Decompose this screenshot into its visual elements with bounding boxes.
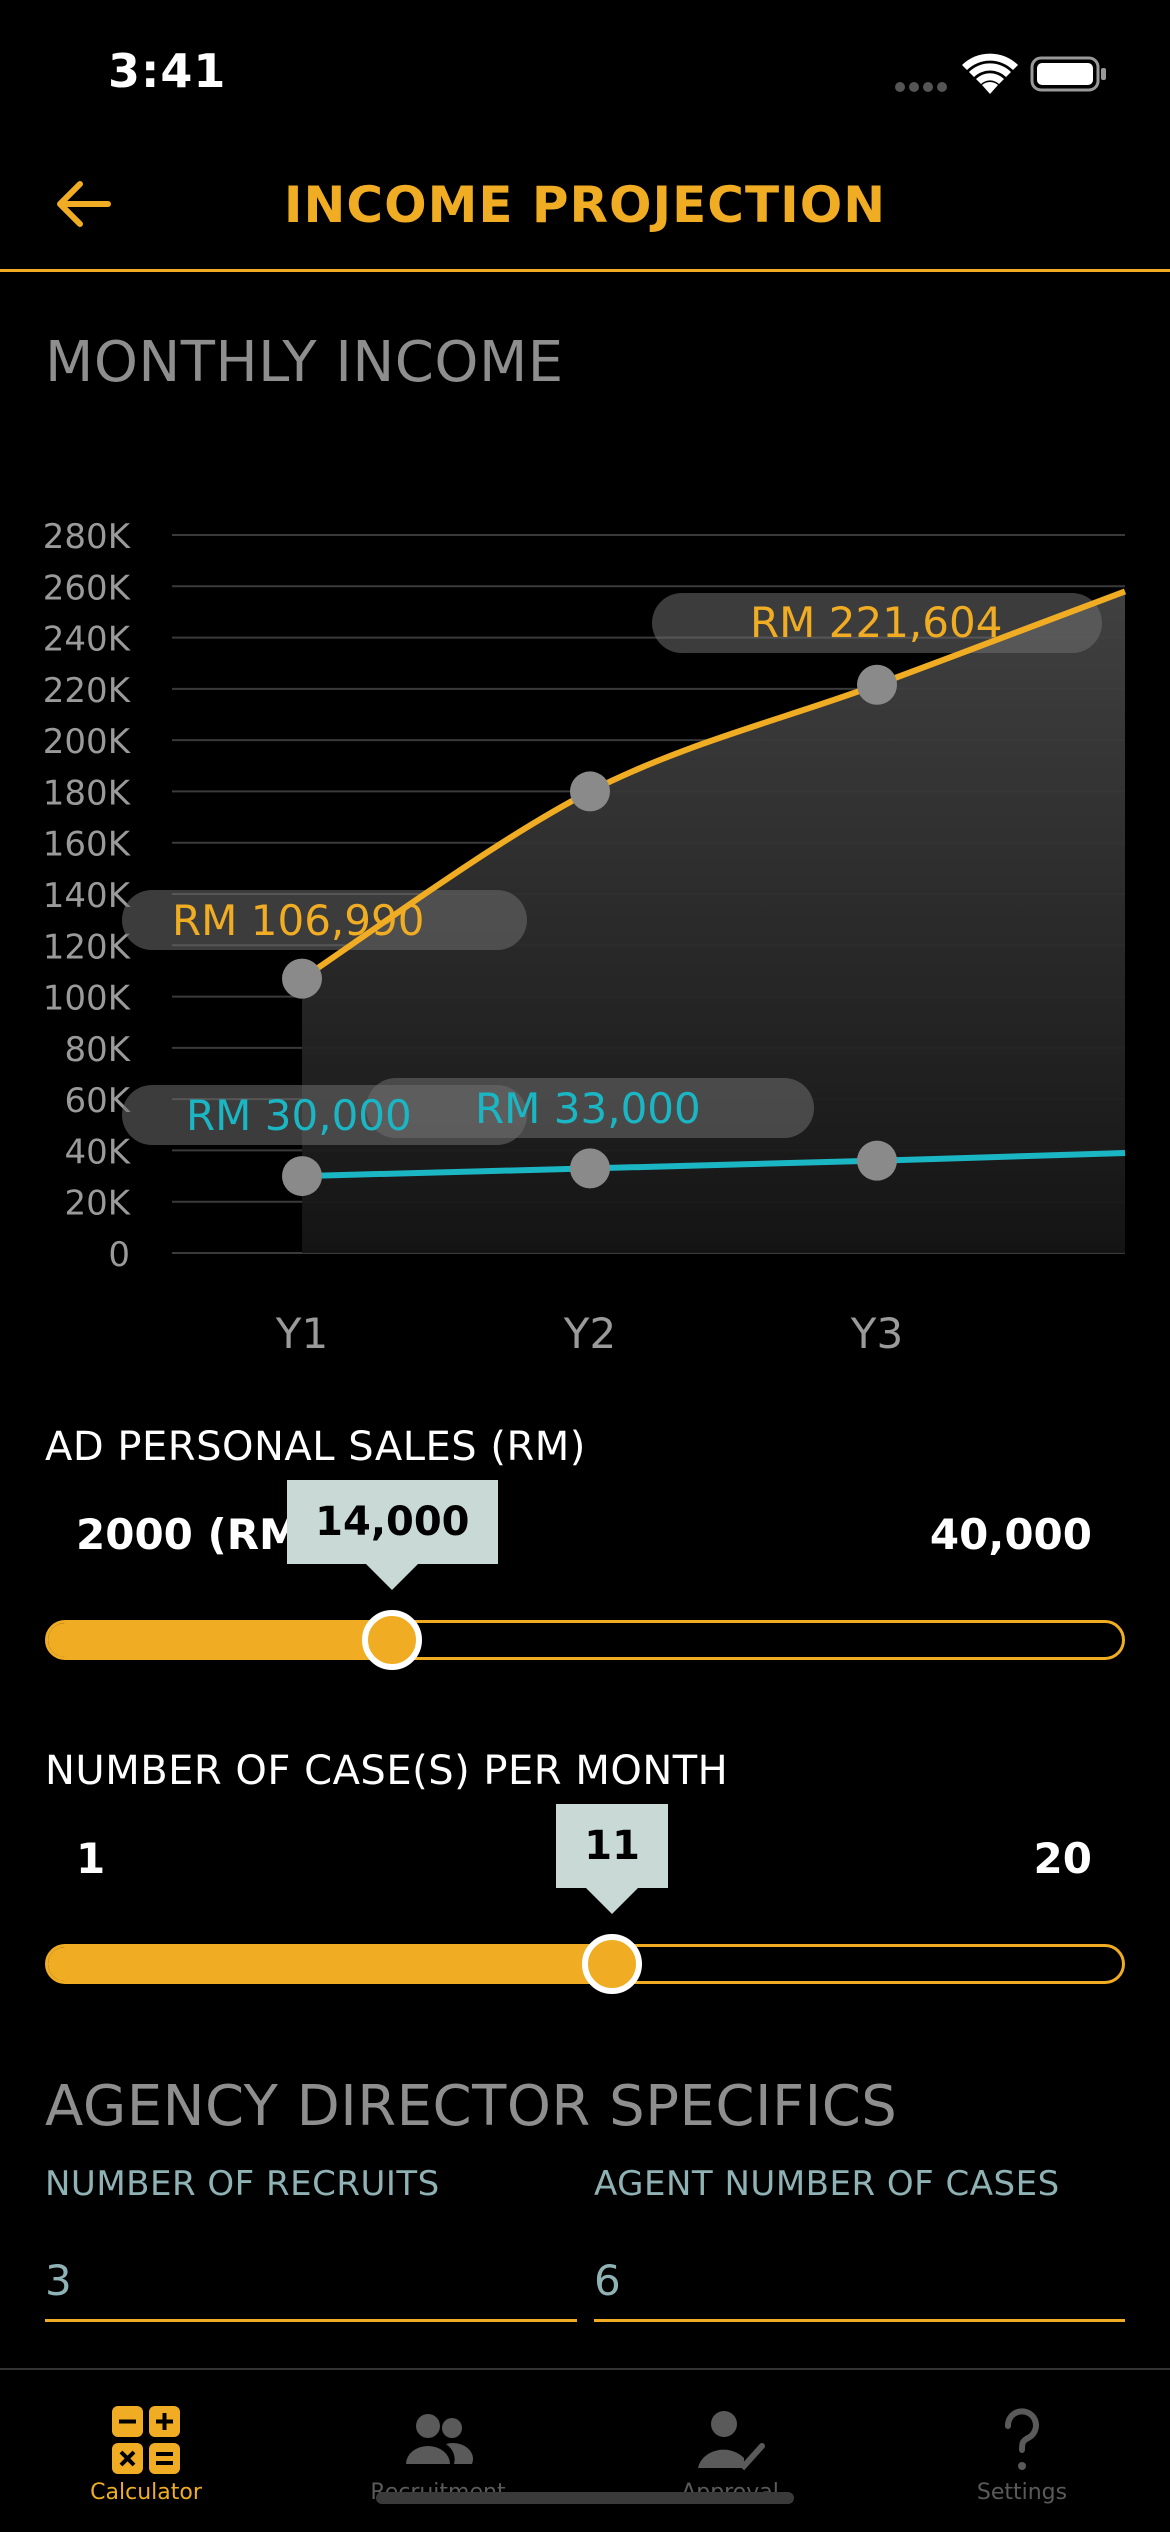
gold-series-point bbox=[570, 771, 610, 812]
approval-icon bbox=[698, 2411, 765, 2471]
nav-bar: INCOME PROJECTION bbox=[0, 140, 1170, 272]
personal-sales-slider-fill bbox=[48, 1623, 396, 1657]
data-label-y1-teal: RM 30,000 bbox=[186, 1091, 412, 1140]
calculator-icon bbox=[112, 2406, 180, 2474]
x-tick-label: Y1 bbox=[275, 1309, 328, 1358]
x-tick-label: Y3 bbox=[850, 1309, 903, 1358]
wifi-icon bbox=[962, 53, 1018, 94]
label-pill-y2-teal bbox=[366, 1078, 814, 1138]
signal-icon bbox=[895, 82, 947, 92]
y-tick-label: 100K bbox=[43, 979, 132, 1019]
y-tick-label: 200K bbox=[43, 722, 132, 762]
tab-label: Calculator bbox=[90, 2480, 202, 2505]
y-tick-label: 60K bbox=[64, 1081, 131, 1121]
people-icon bbox=[406, 2414, 474, 2464]
teal-series-point bbox=[570, 1148, 610, 1189]
recruits-label: NUMBER OF RECRUITS bbox=[45, 2164, 440, 2204]
label-pill-y3-gold bbox=[652, 593, 1102, 653]
y-tick-label: 120K bbox=[43, 927, 132, 967]
data-label-y2-teal: RM 33,000 bbox=[475, 1084, 701, 1133]
y-tick-label: 240K bbox=[43, 620, 132, 660]
teal-series-point bbox=[857, 1140, 897, 1181]
y-tick-label: 220K bbox=[43, 671, 132, 711]
tab-settings[interactable]: Settings bbox=[876, 2370, 1168, 2532]
agent-cases-label: AGENT NUMBER OF CASES bbox=[594, 2164, 1060, 2204]
monthly-income-title: MONTHLY INCOME bbox=[45, 330, 564, 395]
teal-series-line bbox=[301, 1149, 1126, 1180]
gold-series-point bbox=[282, 958, 322, 999]
status-icons bbox=[895, 53, 1106, 94]
y-tick-label: 180K bbox=[43, 773, 132, 813]
y-tick-label: 160K bbox=[43, 825, 132, 865]
y-tick-label: 80K bbox=[64, 1030, 131, 1070]
y-tick-label: 20K bbox=[64, 1184, 131, 1224]
income-chart-svg: 280K 260K 240K 220K 200K 180K 160K 140K 120K 100K… bbox=[43, 517, 1127, 1358]
personal-sales-min: 2000 (RM) bbox=[76, 1510, 321, 1559]
y-tick-label: 40K bbox=[64, 1132, 131, 1172]
data-label-y1-gold: RM 106,990 bbox=[172, 896, 424, 945]
x-tick-label: Y2 bbox=[563, 1309, 616, 1358]
cases-max: 20 bbox=[1033, 1834, 1092, 1883]
y-tick-label: 260K bbox=[43, 568, 132, 608]
tab-recruitment[interactable]: Recruitment bbox=[292, 2370, 584, 2532]
label-pill-y1-gold bbox=[122, 890, 527, 950]
status-time: 3:41 bbox=[108, 44, 227, 98]
personal-sales-slider[interactable] bbox=[45, 1620, 1125, 1660]
personal-sales-label: AD PERSONAL SALES (RM) bbox=[45, 1424, 586, 1470]
home-indicator bbox=[376, 2492, 794, 2504]
status-bar: 3:41 bbox=[0, 0, 1170, 140]
y-tick-label: 140K bbox=[43, 876, 132, 916]
teal-series-point bbox=[282, 1156, 322, 1197]
y-tick-label: 0 bbox=[108, 1235, 130, 1275]
tab-bar: Calculator Recruitment Approval Settings bbox=[0, 2368, 1170, 2532]
personal-sales-value-tooltip: 14,000 bbox=[287, 1480, 498, 1590]
cases-slider-fill bbox=[48, 1947, 616, 1981]
cases-value-tooltip: 11 bbox=[556, 1804, 668, 1914]
tab-approval[interactable]: Approval bbox=[584, 2370, 876, 2532]
gold-series-point bbox=[857, 664, 897, 705]
personal-sales-max: 40,000 bbox=[929, 1510, 1092, 1559]
income-chart: 280K 260K 240K 220K 200K 180K 160K 140K 120K 100K… bbox=[0, 480, 1170, 1400]
question-icon bbox=[1005, 2408, 1039, 2470]
cases-slider-thumb[interactable] bbox=[582, 1934, 643, 1994]
battery-icon bbox=[1030, 56, 1106, 92]
tab-calculator[interactable]: Calculator bbox=[0, 2370, 292, 2532]
agency-director-title: AGENCY DIRECTOR SPECIFICS bbox=[45, 2074, 898, 2139]
cases-label: NUMBER OF CASE(S) PER MONTH bbox=[45, 1748, 729, 1794]
agent-cases-input[interactable] bbox=[594, 2232, 1125, 2322]
tab-label: Settings bbox=[976, 2480, 1068, 2505]
data-label-y3-gold: RM 221,604 bbox=[750, 598, 1002, 647]
back-arrow-icon[interactable] bbox=[48, 168, 120, 240]
cases-min: 1 bbox=[76, 1834, 106, 1883]
gold-series-line bbox=[300, 588, 1127, 982]
y-tick-label: 280K bbox=[43, 517, 132, 557]
recruits-input[interactable] bbox=[45, 2232, 577, 2322]
personal-sales-slider-thumb[interactable] bbox=[362, 1610, 423, 1670]
page-title: INCOME PROJECTION bbox=[283, 176, 887, 234]
